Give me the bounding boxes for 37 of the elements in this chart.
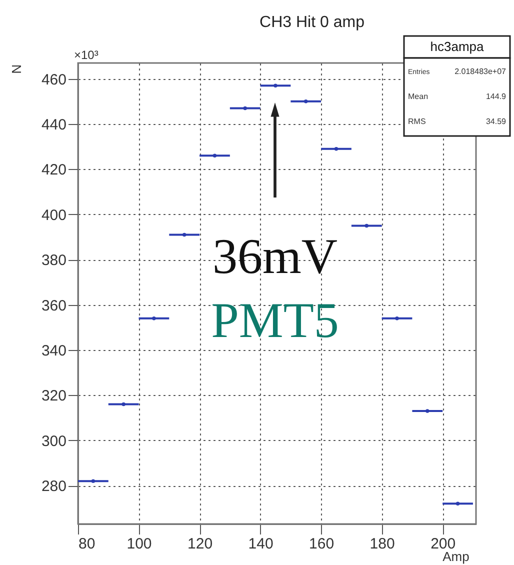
point <box>152 316 156 320</box>
annotation: 36mV <box>212 228 338 284</box>
point <box>122 402 126 406</box>
point <box>91 479 96 483</box>
y-tick-label: 380 <box>41 252 66 270</box>
point <box>334 147 338 151</box>
annotation: PMT5 <box>211 292 339 348</box>
x-tick-label: 120 <box>188 536 213 552</box>
y-tick-label: 320 <box>41 388 66 405</box>
x-tick-label: 100 <box>126 536 152 552</box>
text: hc3ampa <box>430 39 485 54</box>
y-axis-title: N <box>9 64 24 74</box>
text: Mean 144.9 <box>408 92 506 101</box>
point <box>274 84 278 88</box>
x-tick-label: 180 <box>370 536 395 552</box>
x-tick-label: 140 <box>248 536 274 552</box>
y-tick-label: 400 <box>41 206 66 224</box>
y-tick-label: 360 <box>41 297 66 314</box>
point <box>212 154 217 158</box>
point <box>243 106 247 110</box>
point <box>364 224 368 228</box>
y-tick-label: 300 <box>41 432 66 450</box>
point <box>426 409 430 413</box>
y-tick-label: 440 <box>41 116 66 134</box>
y-tick-label: 280 <box>41 478 66 496</box>
x-tick-label: 80 <box>78 536 96 552</box>
point <box>456 502 460 506</box>
point <box>182 232 186 237</box>
y-tick-label: 420 <box>41 162 66 179</box>
chart-title: CH3 Hit 0 amp <box>260 14 365 31</box>
text: RMS 34.59 <box>408 117 506 126</box>
y-tick-label: 340 <box>41 342 66 360</box>
point <box>395 316 399 320</box>
point <box>304 100 308 104</box>
y-tick-label: 460 <box>41 71 66 88</box>
x-tick-label: 160 <box>309 536 334 552</box>
text: ×10³ <box>74 48 98 62</box>
